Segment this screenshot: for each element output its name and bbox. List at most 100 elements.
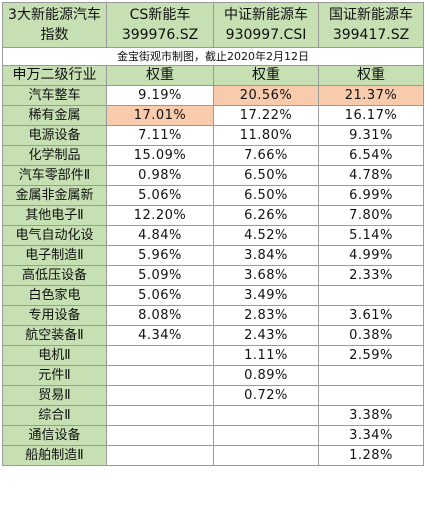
weight-zz-cell: 1.11% bbox=[213, 345, 319, 366]
table-row: 电机Ⅱ 1.11% 2.59% bbox=[2, 345, 424, 366]
weight-gz-cell: 21.37% bbox=[318, 85, 424, 106]
weight-gz-cell: 7.80% bbox=[318, 205, 424, 226]
table-row: 高低压设备 5.09% 3.68% 2.33% bbox=[2, 265, 424, 286]
industry-cell: 航空装备Ⅱ bbox=[2, 325, 107, 346]
weight-zz-cell: 2.43% bbox=[213, 325, 319, 346]
weight-zz-cell: 0.89% bbox=[213, 365, 319, 386]
weight-gz-cell: 6.99% bbox=[318, 185, 424, 206]
industry-cell: 化学制品 bbox=[2, 145, 107, 166]
weight-zz-cell: 6.50% bbox=[213, 165, 319, 186]
weight-gz-cell: 0.38% bbox=[318, 325, 424, 346]
source-note: 金宝街观市制图，截止2020年2月12日 bbox=[2, 47, 424, 66]
header-gz-index: 国证新能源车 399417.SZ bbox=[318, 2, 424, 48]
industry-cell: 专用设备 bbox=[2, 305, 107, 326]
weight-zz-cell: 11.80% bbox=[213, 125, 319, 146]
header-cs-index: CS新能车 399976.SZ bbox=[106, 2, 214, 48]
table-row: 航空装备Ⅱ 4.34% 2.43% 0.38% bbox=[2, 325, 424, 346]
weight-gz-cell bbox=[318, 385, 424, 406]
weight-zz-cell: 6.26% bbox=[213, 205, 319, 226]
weight-cs-cell: 0.98% bbox=[106, 165, 214, 186]
table-row: 贸易Ⅱ 0.72% bbox=[2, 385, 424, 406]
table-row: 稀有金属 17.01% 17.22% 16.17% bbox=[2, 105, 424, 126]
weight-cs-cell: 5.06% bbox=[106, 185, 214, 206]
industry-cell: 电机Ⅱ bbox=[2, 345, 107, 366]
table-row: 其他电子Ⅱ 12.20% 6.26% 7.80% bbox=[2, 205, 424, 226]
weight-zz-cell: 0.72% bbox=[213, 385, 319, 406]
subheader-row: 申万二级行业 权重 权重 权重 bbox=[2, 65, 424, 86]
weight-gz-cell: 3.34% bbox=[318, 425, 424, 446]
header-zz-index: 中证新能源车 930997.CSI bbox=[213, 2, 319, 48]
table-row: 元件Ⅱ 0.89% bbox=[2, 365, 424, 386]
weight-gz-cell: 4.99% bbox=[318, 245, 424, 266]
industry-cell: 汽车零部件Ⅱ bbox=[2, 165, 107, 186]
industry-cell: 高低压设备 bbox=[2, 265, 107, 286]
weight-cs-cell: 4.84% bbox=[106, 225, 214, 246]
table-row: 专用设备 8.08% 2.83% 3.61% bbox=[2, 305, 424, 326]
weight-zz-cell: 7.66% bbox=[213, 145, 319, 166]
table-row: 船舶制造Ⅱ 1.28% bbox=[2, 445, 424, 466]
header-index-label: 3大新能源汽车 指数 bbox=[2, 2, 107, 48]
weight-cs-cell bbox=[106, 405, 214, 426]
table-row: 综合Ⅱ 3.38% bbox=[2, 405, 424, 426]
industry-cell: 其他电子Ⅱ bbox=[2, 205, 107, 226]
weight-gz-cell: 16.17% bbox=[318, 105, 424, 126]
weight-zz-cell: 20.56% bbox=[213, 85, 319, 106]
table-body: 汽车整车 9.19% 20.56% 21.37% 稀有金属 17.01% 17.22% 16.… bbox=[2, 85, 424, 466]
weight-cs-cell: 15.09% bbox=[106, 145, 214, 166]
industry-cell: 通信设备 bbox=[2, 425, 107, 446]
weight-cs-cell: 5.09% bbox=[106, 265, 214, 286]
weight-cs-cell: 17.01% bbox=[106, 105, 214, 126]
subheader-weight-zz: 权重 bbox=[213, 65, 319, 86]
weight-cs-cell bbox=[106, 385, 214, 406]
weight-zz-cell: 2.83% bbox=[213, 305, 319, 326]
weight-cs-cell bbox=[106, 365, 214, 386]
weight-cs-cell bbox=[106, 345, 214, 366]
weight-gz-cell: 1.28% bbox=[318, 445, 424, 466]
table-row: 汽车零部件Ⅱ 0.98% 6.50% 4.78% bbox=[2, 165, 424, 186]
source-note-row: 金宝街观市制图，截止2020年2月12日 bbox=[2, 47, 424, 66]
table-row: 电子制造Ⅱ 5.96% 3.84% 4.99% bbox=[2, 245, 424, 266]
industry-cell: 稀有金属 bbox=[2, 105, 107, 126]
weight-gz-cell: 4.78% bbox=[318, 165, 424, 186]
industry-cell: 综合Ⅱ bbox=[2, 405, 107, 426]
weight-cs-cell: 5.06% bbox=[106, 285, 214, 306]
weight-zz-cell bbox=[213, 445, 319, 466]
table-row: 金属非金属新 5.06% 6.50% 6.99% bbox=[2, 185, 424, 206]
weight-gz-cell: 3.61% bbox=[318, 305, 424, 326]
weight-cs-cell: 12.20% bbox=[106, 205, 214, 226]
weight-zz-cell: 3.84% bbox=[213, 245, 319, 266]
weight-gz-cell: 2.59% bbox=[318, 345, 424, 366]
weight-cs-cell bbox=[106, 425, 214, 446]
industry-cell: 金属非金属新 bbox=[2, 185, 107, 206]
table-row: 化学制品 15.09% 7.66% 6.54% bbox=[2, 145, 424, 166]
weight-cs-cell: 7.11% bbox=[106, 125, 214, 146]
weight-gz-cell: 3.38% bbox=[318, 405, 424, 426]
weight-cs-cell: 4.34% bbox=[106, 325, 214, 346]
industry-cell: 白色家电 bbox=[2, 285, 107, 306]
industry-cell: 贸易Ⅱ bbox=[2, 385, 107, 406]
industry-cell: 电源设备 bbox=[2, 125, 107, 146]
weight-zz-cell: 3.49% bbox=[213, 285, 319, 306]
weight-cs-cell: 9.19% bbox=[106, 85, 214, 106]
table-row: 汽车整车 9.19% 20.56% 21.37% bbox=[2, 85, 424, 106]
weight-gz-cell bbox=[318, 365, 424, 386]
weight-zz-cell: 4.52% bbox=[213, 225, 319, 246]
industry-cell: 电子制造Ⅱ bbox=[2, 245, 107, 266]
weight-zz-cell bbox=[213, 425, 319, 446]
weight-gz-cell: 9.31% bbox=[318, 125, 424, 146]
weight-gz-cell: 6.54% bbox=[318, 145, 424, 166]
subheader-industry: 申万二级行业 bbox=[2, 65, 107, 86]
table-row: 电气自动化设 4.84% 4.52% 5.14% bbox=[2, 225, 424, 246]
subheader-weight-gz: 权重 bbox=[318, 65, 424, 86]
weight-gz-cell bbox=[318, 285, 424, 306]
industry-cell: 汽车整车 bbox=[2, 85, 107, 106]
weight-cs-cell: 8.08% bbox=[106, 305, 214, 326]
table-row: 电源设备 7.11% 11.80% 9.31% bbox=[2, 125, 424, 146]
weight-zz-cell: 3.68% bbox=[213, 265, 319, 286]
weight-gz-cell: 2.33% bbox=[318, 265, 424, 286]
table-row: 白色家电 5.06% 3.49% bbox=[2, 285, 424, 306]
weight-zz-cell: 6.50% bbox=[213, 185, 319, 206]
weight-cs-cell: 5.96% bbox=[106, 245, 214, 266]
industry-cell: 船舶制造Ⅱ bbox=[2, 445, 107, 466]
weight-gz-cell: 5.14% bbox=[318, 225, 424, 246]
